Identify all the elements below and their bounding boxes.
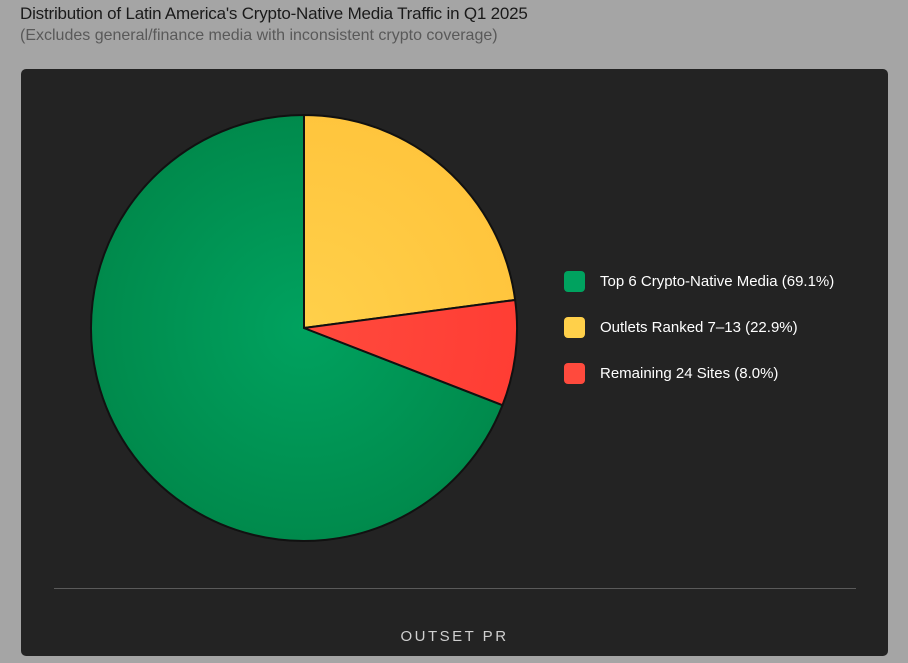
legend-swatch-ranked-7-13 xyxy=(564,317,585,338)
brand-logo: OUTSET PR xyxy=(400,628,509,645)
legend-label-top-6: Top 6 Crypto-Native Media (69.1%) xyxy=(600,273,835,290)
footer-divider xyxy=(54,588,856,589)
legend-swatch-remaining-24 xyxy=(564,363,585,384)
pie-slice-top-6 xyxy=(90,114,504,542)
chart-title: Distribution of Latin America's Crypto-N… xyxy=(20,4,528,23)
pie-slice-remaining-24 xyxy=(303,298,518,407)
legend-label-remaining-24: Remaining 24 Sites (8.0%) xyxy=(600,365,779,382)
chart-card: Top 6 Crypto-Native Media (69.1%) Outlet… xyxy=(21,69,888,656)
legend-item-remaining-24: Remaining 24 Sites (8.0%) xyxy=(564,362,834,385)
legend-item-top-6: Top 6 Crypto-Native Media (69.1%) xyxy=(564,270,834,293)
legend-item-ranked-7-13: Outlets Ranked 7–13 (22.9%) xyxy=(564,316,834,339)
chart-subtitle: (Excludes general/finance media with inc… xyxy=(20,27,498,44)
pie-slice-ranked-7-13 xyxy=(303,114,517,329)
legend: Top 6 Crypto-Native Media (69.1%) Outlet… xyxy=(564,270,834,408)
legend-label-ranked-7-13: Outlets Ranked 7–13 (22.9%) xyxy=(600,319,798,336)
legend-swatch-top-6 xyxy=(564,271,585,292)
pie-chart xyxy=(90,114,518,542)
